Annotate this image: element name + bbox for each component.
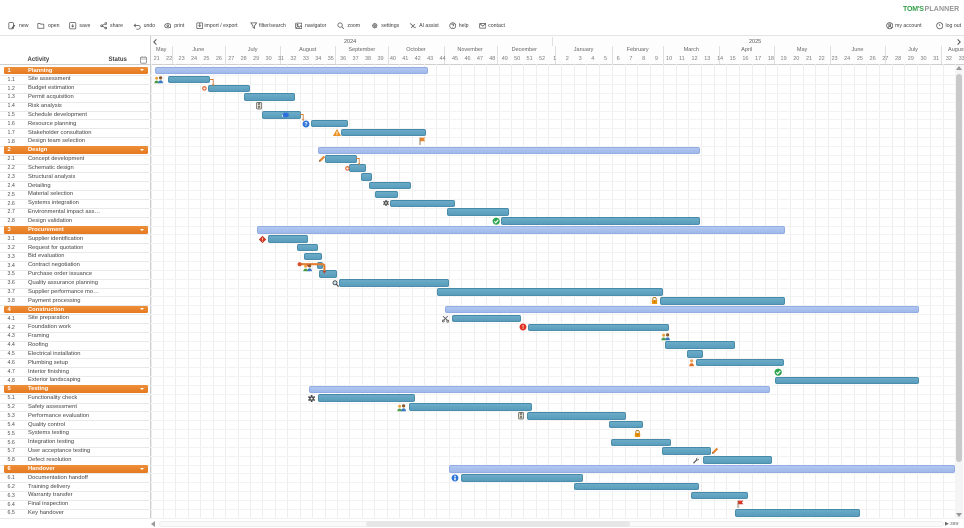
svg-text:!: !	[522, 325, 524, 331]
svg-text:?: ?	[305, 122, 309, 128]
